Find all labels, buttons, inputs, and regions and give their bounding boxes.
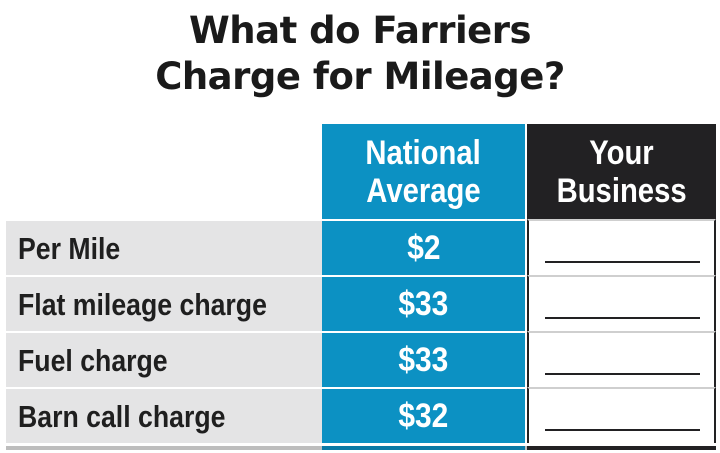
- table-row: Per Mile $2: [6, 219, 716, 275]
- title-line-2: Charge for Mileage?: [155, 55, 565, 98]
- table-bottom-rule-blue: [322, 446, 525, 450]
- chart-title: What do Farriers Charge for Mileage?: [0, 8, 720, 100]
- row-label-cell: Per Mile: [6, 219, 322, 275]
- national-average-value: $33: [398, 284, 449, 323]
- table-row: Flat mileage charge $33: [6, 275, 716, 331]
- table-row: Fuel charge $33: [6, 331, 716, 387]
- national-average-value: $32: [398, 396, 449, 435]
- header-your-business-line-1: Your: [589, 133, 654, 172]
- header-national-average-line-2: Average: [366, 171, 481, 210]
- row-label: Barn call charge: [18, 399, 226, 434]
- header-national-average: National Average: [322, 124, 525, 219]
- national-average-value: $33: [398, 340, 449, 379]
- your-business-cell: [527, 219, 716, 275]
- header-your-business: Your Business: [527, 124, 716, 219]
- row-label: Per Mile: [18, 231, 121, 266]
- fill-in-blank-line: [545, 429, 700, 431]
- row-label-cell: Fuel charge: [6, 331, 322, 387]
- your-business-cell: [527, 275, 716, 331]
- national-average-cell: $2: [322, 219, 525, 275]
- national-average-cell: $33: [322, 331, 525, 387]
- table-bottom-rule-black: [527, 446, 716, 450]
- national-average-cell: $32: [322, 387, 525, 443]
- row-label-cell: Barn call charge: [6, 387, 322, 443]
- mileage-table: National Average Your Business Per Mile …: [6, 124, 716, 450]
- fill-in-blank-line: [545, 373, 700, 375]
- national-average-value: $2: [406, 228, 441, 267]
- header-your-business-line-2: Business: [556, 171, 687, 210]
- row-label-cell: Flat mileage charge: [6, 275, 322, 331]
- table-row: Barn call charge $32: [6, 387, 716, 443]
- title-line-1: What do Farriers: [188, 9, 532, 52]
- fill-in-blank-line: [545, 261, 700, 263]
- header-national-average-line-1: National: [365, 133, 482, 172]
- fill-in-blank-line: [545, 317, 700, 319]
- your-business-cell: [527, 387, 716, 443]
- row-label: Flat mileage charge: [18, 287, 267, 322]
- your-business-cell: [527, 331, 716, 387]
- national-average-cell: $33: [322, 275, 525, 331]
- row-label: Fuel charge: [18, 343, 168, 378]
